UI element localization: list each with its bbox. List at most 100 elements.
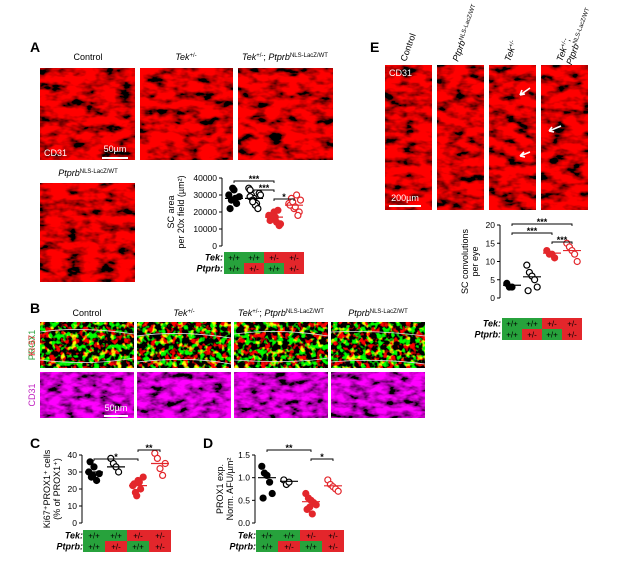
genotype-value: +/+ [261, 532, 273, 541]
genotype-value: +/+ [268, 265, 280, 274]
data-point [86, 458, 94, 466]
title-part: Ptprb [58, 168, 80, 178]
genotype-value: +/- [527, 331, 537, 340]
genotype-gene: Ptprb: [197, 264, 224, 274]
significance-label: *** [259, 183, 270, 193]
panel-label: C [30, 435, 40, 451]
genotype-value: +/+ [88, 532, 100, 541]
micrographs [39, 65, 588, 418]
genotype-value: +/- [567, 320, 577, 329]
data-point [523, 261, 531, 269]
data-point [92, 476, 101, 485]
title-part: Tek [173, 308, 188, 318]
genotype-cell [522, 318, 542, 329]
genotype-gene: Tek: [483, 319, 501, 329]
micrograph [234, 372, 328, 418]
genotype-cell [105, 530, 127, 541]
y-tick-label: 1.5 [238, 450, 250, 460]
significance-bracket [551, 241, 573, 244]
panel-title: PtprbNLS-LacZ/WT [58, 168, 118, 178]
y-axis-label: SC area [166, 195, 176, 228]
significance-bracket [137, 449, 161, 452]
data-point [308, 510, 316, 518]
significance-label: ** [285, 443, 293, 453]
genotype-gene: Ptprb: [230, 542, 257, 552]
panel-title: Tek+/- [502, 39, 519, 62]
genotype-cell [264, 252, 284, 263]
y-axis-label: PROX1 exp. [215, 464, 225, 514]
genotype-value: +/+ [261, 543, 273, 552]
y-axis-label: Ki67⁺PROX1⁺ cells [42, 449, 52, 528]
y-tick-label: 15 [486, 238, 496, 248]
significance-label: * [114, 452, 118, 462]
y-tick-label: 10 [486, 257, 496, 267]
title-part: +/- [508, 40, 516, 49]
data-point [254, 205, 262, 213]
panel-title: Control [72, 308, 101, 318]
genotype-cell [542, 318, 562, 329]
significance-bracket [310, 458, 334, 461]
genotype-cell [300, 530, 322, 541]
title-part: Tek [502, 45, 516, 62]
y-tick-label: 0 [212, 241, 217, 251]
panel-title: Tek+/- [173, 308, 194, 318]
title-part: NLS-LacZ/WT [80, 169, 118, 175]
genotype-cell [284, 252, 304, 263]
data-point [135, 478, 143, 486]
genotype-cell [522, 329, 542, 340]
panel-label: A [30, 39, 40, 55]
genotype-value: +/+ [283, 532, 295, 541]
micrograph [40, 183, 135, 282]
title-part: Tek [242, 52, 257, 62]
genotype-value: +/+ [506, 320, 518, 329]
title-part: NLS-LacZ/WT [573, 7, 592, 45]
significance-bracket [273, 198, 295, 201]
data-point [296, 196, 305, 204]
title-part: ; [263, 52, 268, 62]
data-point [153, 454, 161, 462]
y-tick-label: 20 [486, 220, 496, 230]
micrograph [137, 372, 231, 418]
genotype-cell [284, 263, 304, 274]
genotype-value: +/+ [132, 543, 144, 552]
genotype-value: +/+ [526, 320, 538, 329]
significance-label: *** [537, 217, 548, 227]
significance-label: *** [249, 174, 260, 184]
genotype-value: +/+ [228, 265, 240, 274]
stain-label: CD31 [389, 68, 412, 78]
y-axis-label: (% of PROX1⁺) [52, 458, 62, 520]
genotype-value: +/- [328, 532, 338, 541]
genotype-cell [127, 541, 149, 552]
genotype-value: +/- [567, 331, 577, 340]
micrograph [40, 372, 134, 418]
genotype-cell [149, 541, 171, 552]
title-part: Tek [175, 52, 190, 62]
title-part: Ptprb [268, 52, 290, 62]
title-part: Tek [238, 308, 253, 318]
genotype-value: +/- [306, 532, 316, 541]
genotype-gene: Tek: [205, 253, 223, 263]
title-part: Ptprb [264, 308, 286, 318]
y-tick-label: 5 [490, 275, 495, 285]
data-point [312, 501, 320, 509]
title-part: Control [73, 52, 102, 62]
genotype-value: +/- [133, 532, 143, 541]
data-point [259, 494, 267, 502]
data-point [266, 478, 274, 486]
panel-title: PtprbNLS-LacZ/WT [348, 308, 408, 318]
data-point [90, 463, 98, 471]
y-axis-label: Norm. AFU/µm² [225, 458, 235, 521]
data-point [268, 489, 276, 498]
title-part: NLS-LacZ/WT [290, 53, 328, 59]
genotype-cell [278, 541, 300, 552]
genotype-cell [542, 329, 562, 340]
genotype-gene: Ptprb: [475, 330, 502, 340]
title-part: Ptprb [450, 39, 467, 63]
genotype-cell [256, 541, 278, 552]
micrograph [238, 68, 333, 160]
significance-bracket [266, 449, 312, 452]
data-point [89, 471, 97, 479]
y-tick-label: 10 [68, 501, 78, 511]
data-point [258, 462, 266, 470]
y-tick-label: 40000 [193, 173, 217, 183]
